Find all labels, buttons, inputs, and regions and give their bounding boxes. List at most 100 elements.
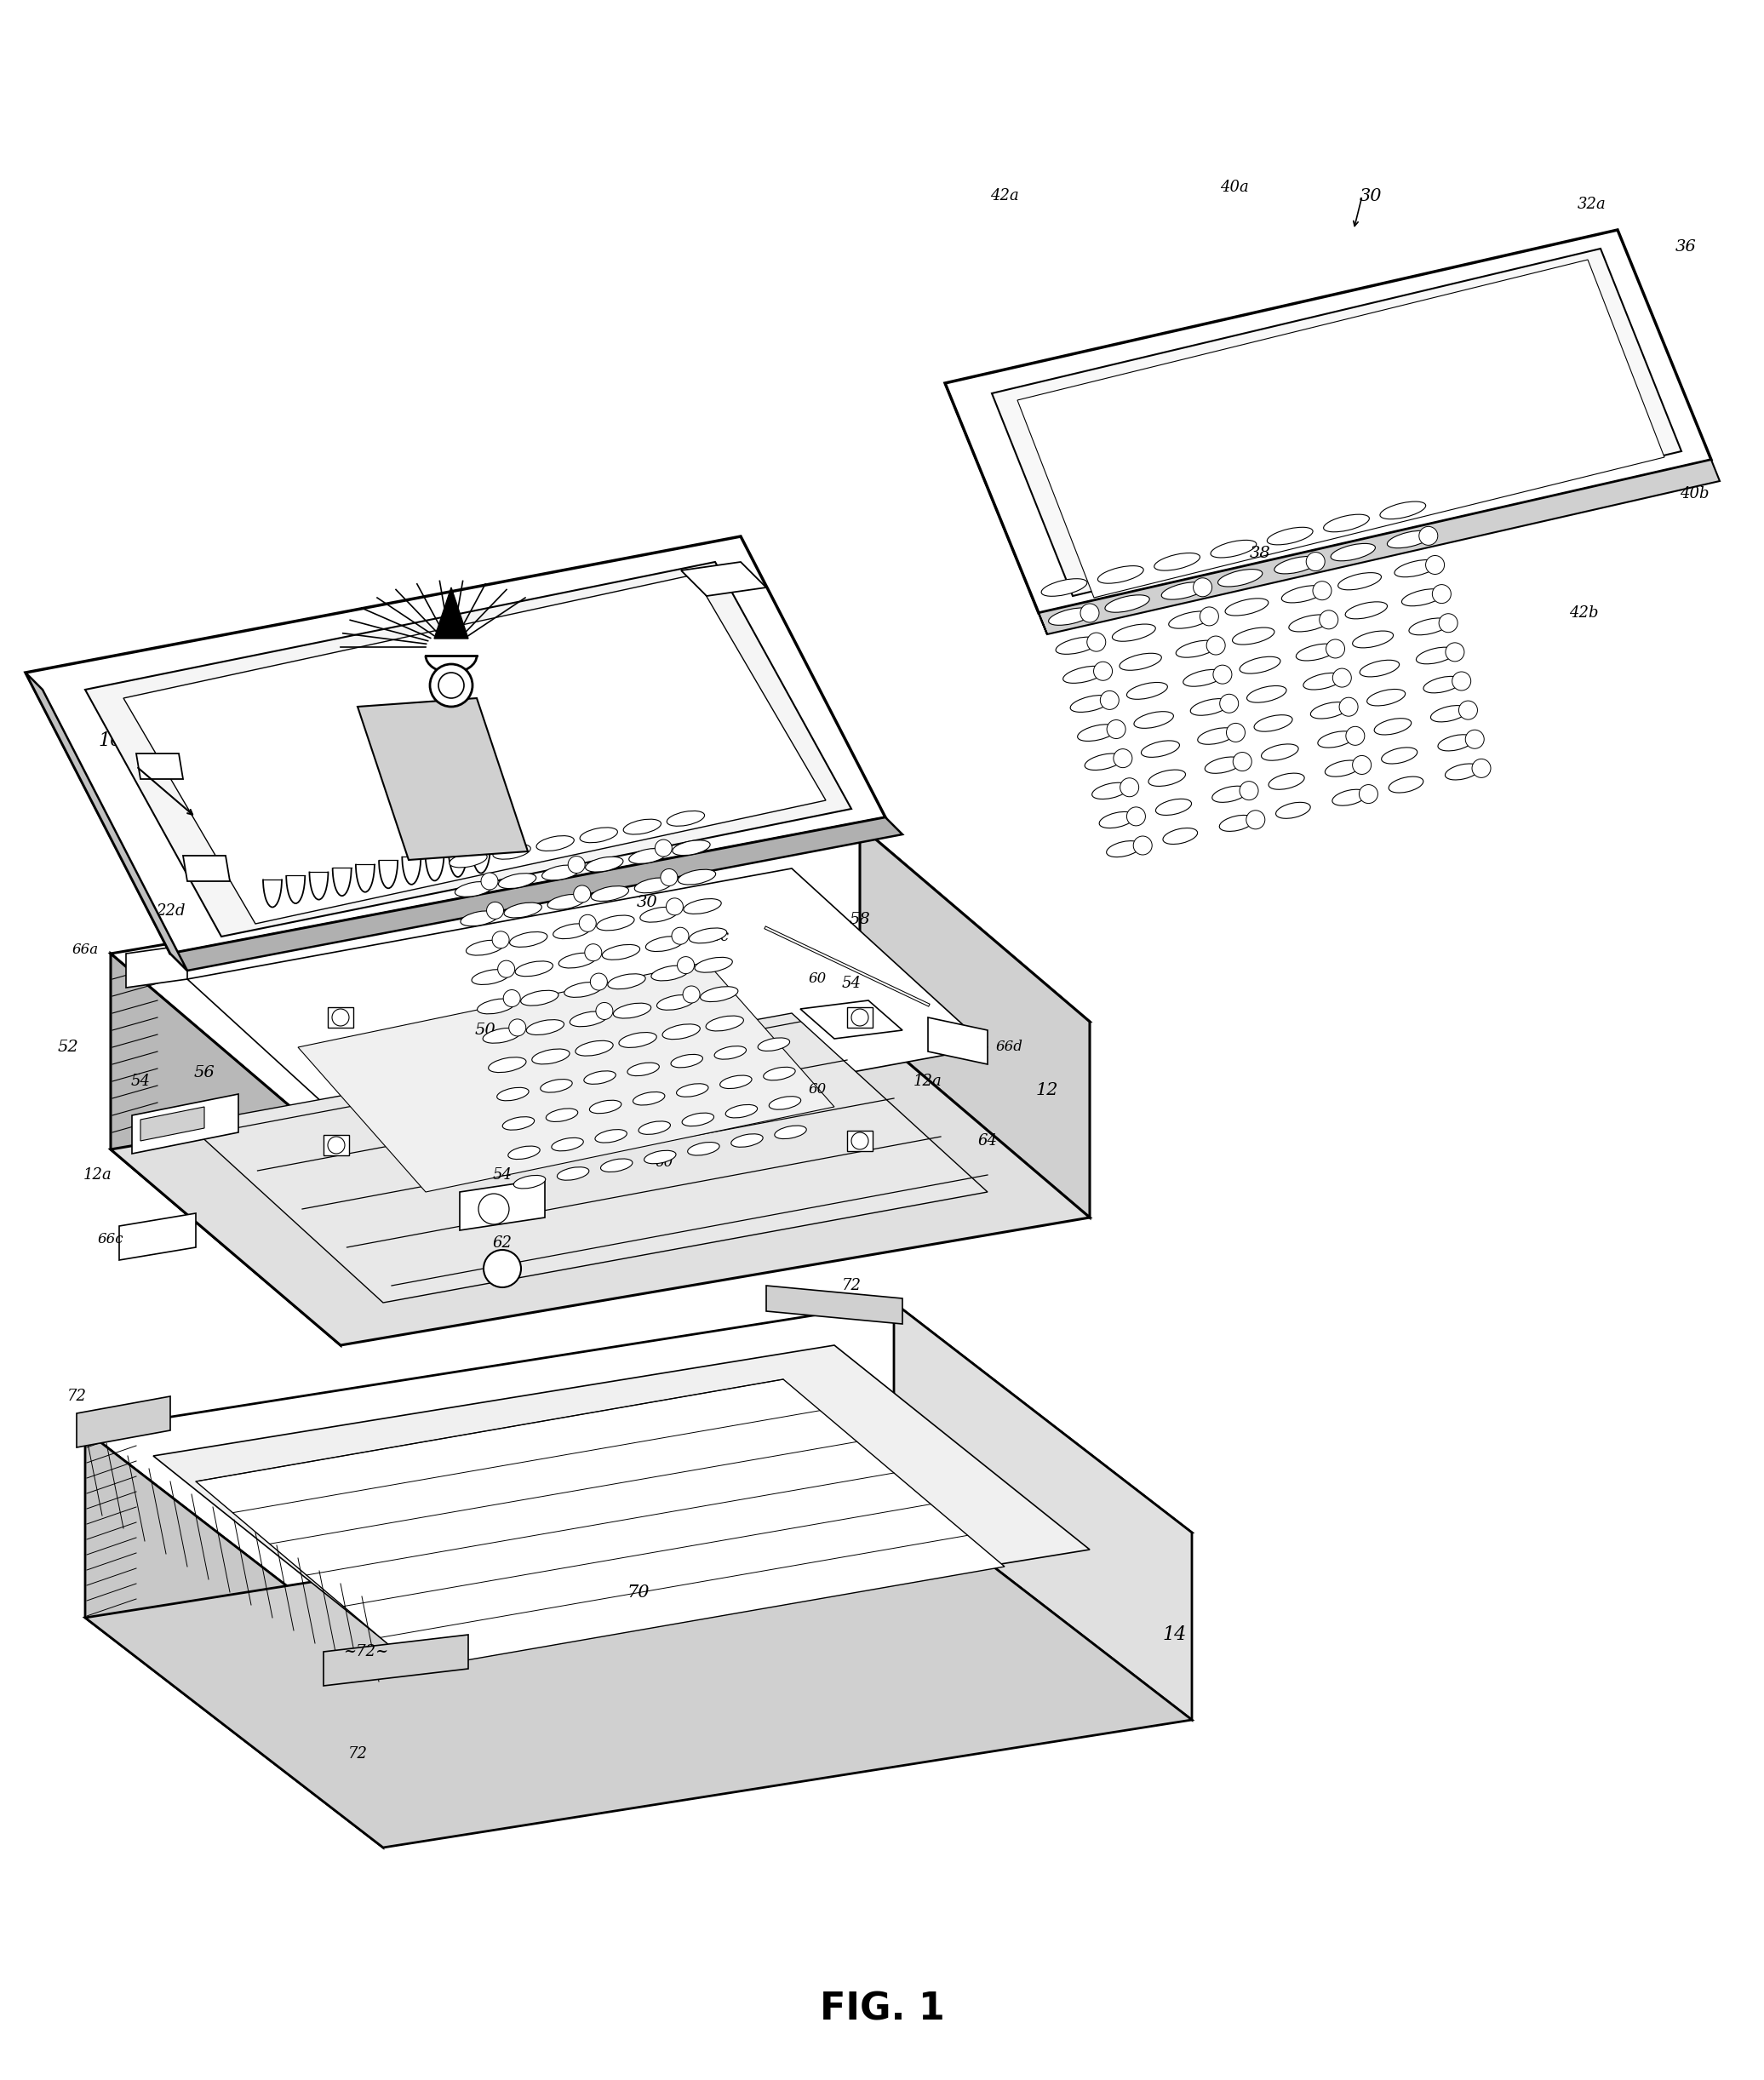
Text: 42a: 42a [990, 187, 1020, 204]
Ellipse shape [1318, 732, 1355, 747]
Ellipse shape [552, 1138, 584, 1150]
Polygon shape [946, 231, 1711, 614]
Polygon shape [85, 562, 852, 936]
Polygon shape [85, 1302, 1192, 1660]
Ellipse shape [1254, 716, 1293, 732]
Ellipse shape [764, 1067, 796, 1080]
Ellipse shape [1267, 526, 1312, 545]
Text: 50: 50 [475, 1023, 496, 1038]
Circle shape [1332, 668, 1351, 686]
Ellipse shape [570, 1011, 607, 1028]
Text: 61: 61 [194, 822, 215, 838]
Text: 28: 28 [312, 751, 333, 765]
Ellipse shape [720, 1075, 751, 1088]
Ellipse shape [1402, 589, 1443, 605]
Circle shape [677, 957, 695, 973]
Text: 12a: 12a [83, 1167, 113, 1184]
Text: 14: 14 [1162, 1624, 1187, 1643]
Circle shape [1080, 603, 1099, 622]
Ellipse shape [1325, 761, 1360, 776]
Circle shape [1305, 551, 1325, 570]
Ellipse shape [1339, 572, 1381, 591]
Polygon shape [132, 1094, 238, 1154]
Ellipse shape [1198, 728, 1237, 745]
Circle shape [1459, 701, 1478, 720]
Polygon shape [111, 1021, 1090, 1346]
Text: 66c: 66c [97, 1231, 123, 1246]
Ellipse shape [489, 1057, 526, 1073]
Circle shape [1358, 784, 1378, 803]
Circle shape [852, 1132, 868, 1150]
Text: 10: 10 [99, 732, 123, 751]
Ellipse shape [1177, 641, 1217, 657]
Circle shape [1132, 836, 1152, 855]
Circle shape [1226, 724, 1245, 743]
Ellipse shape [662, 1023, 700, 1040]
Ellipse shape [695, 957, 732, 973]
Polygon shape [298, 963, 834, 1192]
Ellipse shape [478, 998, 515, 1013]
Polygon shape [187, 869, 988, 1159]
Circle shape [683, 986, 700, 1003]
Ellipse shape [725, 1104, 757, 1117]
Text: 24a: 24a [386, 707, 415, 724]
Ellipse shape [677, 869, 716, 884]
Ellipse shape [639, 1121, 670, 1134]
Polygon shape [1039, 460, 1720, 634]
Ellipse shape [460, 911, 497, 926]
Polygon shape [681, 562, 766, 597]
Ellipse shape [633, 1092, 665, 1104]
Text: 64: 64 [977, 1134, 997, 1148]
Ellipse shape [526, 1019, 564, 1036]
Ellipse shape [1155, 799, 1191, 815]
Ellipse shape [1247, 686, 1286, 703]
Ellipse shape [1353, 630, 1394, 647]
Polygon shape [928, 1017, 988, 1065]
Ellipse shape [589, 1100, 621, 1113]
Text: 26: 26 [462, 711, 483, 728]
Ellipse shape [1212, 786, 1247, 803]
Ellipse shape [1274, 555, 1319, 574]
Ellipse shape [1161, 582, 1207, 599]
Text: 54: 54 [841, 976, 861, 990]
Polygon shape [434, 587, 467, 639]
Ellipse shape [554, 924, 591, 938]
Text: 20: 20 [568, 716, 591, 732]
Ellipse shape [688, 1142, 720, 1154]
Polygon shape [76, 1396, 171, 1448]
Polygon shape [801, 1000, 903, 1038]
Circle shape [568, 857, 586, 874]
Ellipse shape [559, 953, 596, 967]
Ellipse shape [450, 853, 487, 867]
Ellipse shape [1387, 530, 1432, 547]
Circle shape [328, 1136, 344, 1154]
Ellipse shape [1226, 599, 1268, 616]
Ellipse shape [547, 894, 586, 909]
Ellipse shape [1381, 747, 1416, 763]
Text: 60: 60 [808, 1082, 826, 1096]
Ellipse shape [1041, 578, 1087, 597]
Circle shape [1418, 526, 1438, 545]
Text: 70: 70 [628, 1585, 649, 1600]
Ellipse shape [1148, 770, 1185, 786]
Text: 54: 54 [131, 1073, 150, 1090]
Polygon shape [460, 1179, 545, 1229]
Circle shape [1207, 636, 1226, 655]
Circle shape [672, 928, 688, 944]
Text: 52: 52 [58, 1040, 79, 1055]
Text: 12: 12 [1035, 1082, 1058, 1098]
Ellipse shape [591, 886, 628, 901]
Ellipse shape [1219, 815, 1254, 832]
Circle shape [660, 869, 677, 886]
Ellipse shape [1048, 607, 1094, 626]
Text: 38: 38 [1249, 545, 1270, 562]
Ellipse shape [1424, 676, 1462, 693]
Ellipse shape [483, 1028, 520, 1044]
Text: 22d: 22d [155, 903, 185, 919]
Ellipse shape [614, 1003, 651, 1019]
Text: 58: 58 [848, 911, 870, 928]
Polygon shape [1018, 260, 1665, 597]
Text: 12a: 12a [914, 1073, 942, 1090]
Polygon shape [123, 574, 826, 924]
Circle shape [1113, 749, 1132, 768]
